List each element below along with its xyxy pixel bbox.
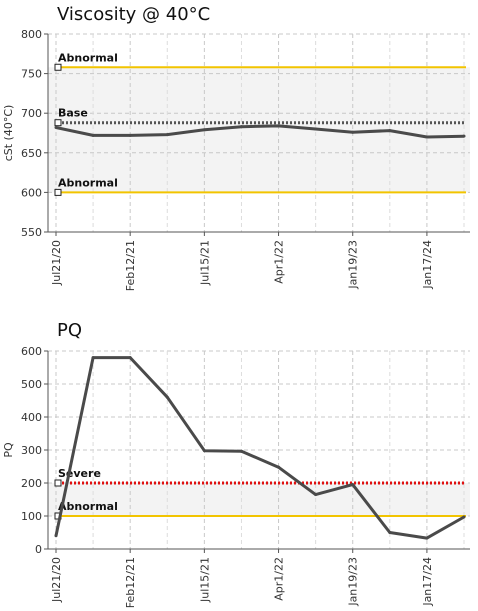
data-point [388,129,392,133]
viscosity-plot: 550 600 650 700 750 800 Jul21/20 Feb12/21 Jul15/… [2,28,470,291]
y-tick-label: 700 [21,107,42,120]
y-tick-label: 500 [21,378,42,391]
data-point [202,449,206,453]
reference-marker [54,63,62,71]
reference-marker [54,119,62,127]
viscosity-chart: Viscosity @ 40°C 550 600 650 700 750 800 Jul21… [0,0,478,300]
y-tick-label: 0 [35,543,42,556]
y-tick-label: 800 [21,28,42,41]
reference-marker [54,188,62,196]
chart-title: PQ [57,320,83,341]
x-tick-label: Feb12/21 [124,240,137,291]
data-point [314,127,318,131]
y-tick-label: 550 [21,226,42,239]
reference-label: Abnormal [58,500,118,513]
data-point [277,124,281,128]
data-point [165,133,169,137]
x-tick-label: Jan19/23 [347,240,360,290]
data-point [128,356,132,360]
y-tick-label: 600 [21,345,42,358]
x-tick-label: Jan17/24 [421,557,434,607]
data-point [54,534,58,538]
y-axis-label: PQ [2,442,15,458]
y-tick-label: 650 [21,147,42,160]
reference-label: Abnormal [58,51,118,64]
y-tick-label: 600 [21,186,42,199]
shaded-band [48,483,470,516]
data-point [277,465,281,469]
data-point [165,395,169,399]
x-tick-label: Jul15/21 [198,557,211,603]
data-point [314,493,318,497]
data-point [239,449,243,453]
shaded-band [48,67,470,193]
data-point [91,356,95,360]
data-point [239,125,243,129]
x-tick-label: Jul15/21 [198,240,211,286]
data-point [462,134,466,138]
y-tick-label: 300 [21,444,42,457]
data-point [351,130,355,134]
data-point [425,135,429,139]
y-tick-label: 750 [21,68,42,81]
x-tick-label: Jul21/20 [50,557,63,603]
pq-chart: PQ 0 100 200 300 400 500 600 Jul21/20 Feb12/21 Ju… [0,318,478,611]
data-point [388,531,392,534]
x-tick-label: Jul21/20 [50,240,63,286]
reference-label: Base [58,107,88,120]
data-point [351,483,355,487]
data-point [128,133,132,137]
x-tick-label: Apr1/22 [273,557,286,601]
chart-title: Viscosity @ 40°C [57,4,211,25]
x-tick-label: Apr1/22 [273,240,286,284]
data-point [202,128,206,132]
data-point [462,515,466,519]
y-tick-label: 100 [21,510,42,523]
data-point [91,133,95,137]
reference-label: Severe [58,467,101,480]
series-line [55,124,465,139]
y-tick-label: 400 [21,411,42,424]
series-line [54,356,465,540]
y-axis-label: cSt (40°C) [2,105,15,162]
reference-label: Abnormal [58,176,118,189]
data-point [425,536,429,540]
pq-plot: 0 100 200 300 400 500 600 Jul21/20 Feb12/21 Jul15… [2,345,470,608]
data-point [54,125,58,129]
reference-marker [54,479,62,487]
x-tick-label: Jan19/23 [347,557,360,607]
y-tick-label: 200 [21,477,42,490]
x-tick-label: Feb12/21 [124,557,137,608]
x-tick-label: Jan17/24 [421,240,434,290]
